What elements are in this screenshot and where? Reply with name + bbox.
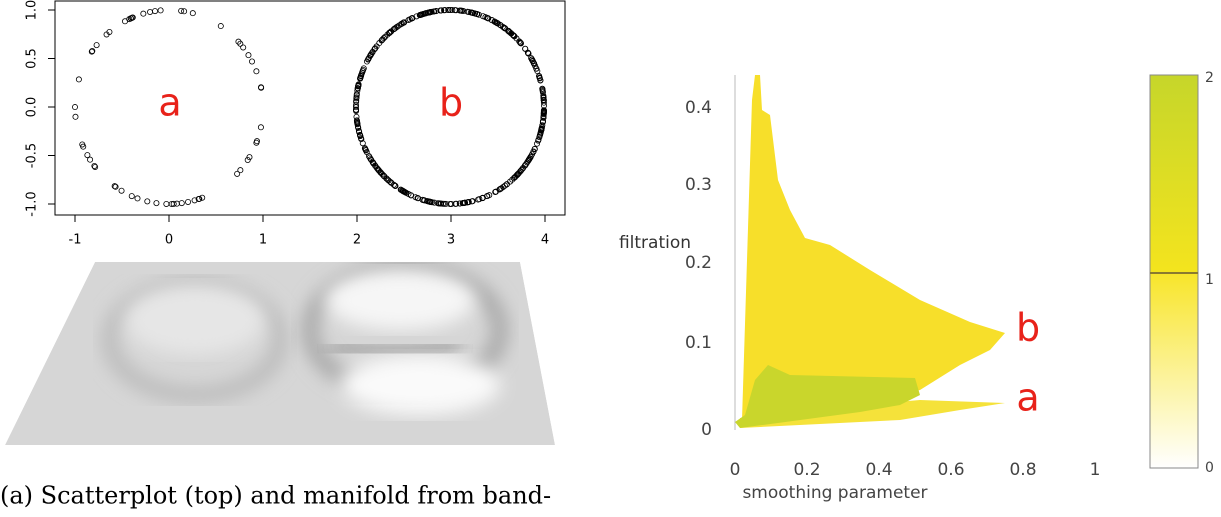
colorbar-tick-label: 0	[1205, 460, 1214, 476]
point	[249, 59, 254, 64]
x-tick-label: 0.4	[865, 460, 892, 480]
y-tick-label: 0.3	[685, 175, 712, 195]
point	[190, 11, 195, 16]
x-tick-label: 0	[730, 460, 741, 480]
plot-frame	[55, 1, 565, 215]
colorbar-tick-label: 2	[1205, 70, 1214, 86]
x-tick-label: 0.8	[1009, 460, 1036, 480]
point	[119, 188, 124, 193]
point	[154, 201, 159, 206]
x-tick-label: 0	[165, 233, 173, 248]
point	[85, 153, 90, 158]
x-tick-label: 2	[353, 233, 361, 248]
y-tick-label: -0.5	[25, 143, 40, 168]
y-tick-label: 0.0	[25, 97, 40, 118]
landscape-axes: 0.40.30.20.100 0.2 0.4 0.6 0.8 1filtrationsmo…	[619, 70, 1214, 503]
point	[523, 46, 528, 51]
region-b	[742, 75, 1005, 420]
point	[241, 45, 246, 50]
point	[122, 19, 127, 24]
point-rings	[72, 7, 546, 206]
point	[179, 201, 184, 206]
point	[94, 43, 99, 48]
point	[254, 69, 259, 74]
y-tick-label: 0	[701, 420, 712, 440]
point	[145, 199, 150, 204]
point	[135, 196, 140, 201]
point	[246, 53, 251, 58]
point	[72, 104, 77, 109]
x-tick-label: 1	[1090, 460, 1101, 480]
y-tick-label: 0.4	[685, 98, 712, 118]
region-label: a	[1016, 376, 1039, 420]
point	[164, 201, 169, 206]
x-tick-label: 0.2	[793, 460, 820, 480]
y-axis-label: filtration	[619, 233, 691, 253]
point	[147, 9, 152, 14]
cluster-label: a	[158, 81, 181, 125]
colorbar-tick-label: 1	[1205, 272, 1214, 288]
caption: (a) Scatterplot (top) and manifold from …	[0, 482, 551, 510]
point	[158, 8, 163, 13]
colorbar-top	[1150, 75, 1198, 273]
point	[129, 193, 134, 198]
point	[218, 23, 223, 28]
point	[73, 114, 78, 119]
x-tick-label: -1	[69, 233, 82, 248]
colorbar-bottom	[1150, 273, 1198, 468]
x-axis-label: smoothing parameter	[742, 483, 927, 503]
cluster-label: b	[439, 81, 463, 125]
x-tick-label: 4	[541, 233, 549, 248]
y-tick-label: 0.5	[25, 48, 40, 69]
region-label: b	[1016, 306, 1040, 350]
point	[152, 8, 157, 13]
y-tick-label: 0.1	[685, 333, 712, 353]
x-tick-label: 1	[259, 233, 267, 248]
point	[258, 125, 263, 130]
scatter-axes: -1 0 1 2 3 4 1.0 0.5 0.0 -0.5 -1.0 a b	[25, 0, 550, 248]
y-tick-label: -1.0	[25, 191, 40, 216]
point	[185, 199, 190, 204]
point	[76, 77, 81, 82]
point	[238, 168, 243, 173]
point	[141, 11, 146, 16]
y-tick-label: 0.2	[685, 253, 712, 273]
x-tick-label: 0.6	[937, 460, 964, 480]
manifold	[5, 262, 555, 445]
x-tick-label: 3	[447, 233, 455, 248]
point	[174, 201, 179, 206]
y-tick-label: 1.0	[25, 0, 40, 20]
